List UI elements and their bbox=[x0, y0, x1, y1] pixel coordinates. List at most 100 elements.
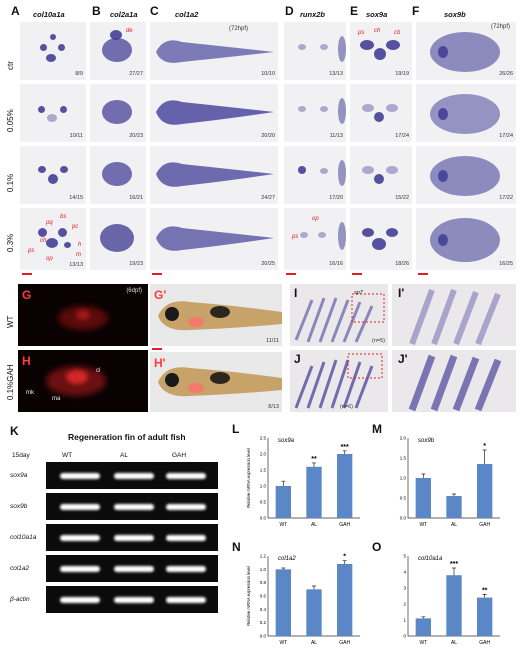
panel-letter-i-prime: I' bbox=[398, 286, 405, 300]
image-a-03: bs pq pc ch ps op m h 13/13 bbox=[20, 208, 86, 270]
gene-label-c: col1a2 bbox=[175, 10, 199, 19]
error-bar bbox=[482, 594, 487, 598]
gel-strip bbox=[46, 586, 218, 613]
image-e-005: 17/24 bbox=[350, 84, 412, 142]
image-e-ctr: ps ch cb 19/19 bbox=[350, 22, 412, 80]
y-tick-label: 2.5 bbox=[260, 436, 267, 441]
error-bar bbox=[312, 462, 316, 467]
chart-axes bbox=[407, 438, 500, 519]
cart-label-bs: bs bbox=[60, 214, 67, 220]
x-tick-label: WT bbox=[279, 640, 287, 646]
row-label-005: 0.05% bbox=[6, 109, 15, 132]
image-a-01: 14/15 bbox=[20, 146, 86, 204]
image-h-prime: H' 8/13 bbox=[150, 352, 282, 412]
annot-e-ch: ch bbox=[374, 28, 381, 34]
count-d-ctr: 13/13 bbox=[329, 71, 343, 77]
gel-band bbox=[114, 503, 154, 510]
gel-band bbox=[60, 565, 100, 572]
image-b-005: 20/23 bbox=[90, 84, 146, 142]
image-f-01: 17/22 bbox=[416, 146, 516, 204]
label-cl: cl bbox=[96, 368, 101, 374]
significance-marker: * bbox=[343, 554, 346, 561]
panel-letter-e: E bbox=[350, 4, 359, 18]
image-j-prime: J' bbox=[392, 350, 516, 412]
count-e-01: 15/22 bbox=[395, 195, 409, 201]
annot-de: de bbox=[126, 28, 133, 34]
x-tick-label: GAH bbox=[339, 640, 350, 646]
gel-gene-label: col10a1a bbox=[10, 534, 37, 541]
chart-axes bbox=[267, 556, 360, 637]
annot-e-cb: cb bbox=[394, 30, 401, 36]
scale-bar-a bbox=[22, 273, 32, 275]
count-d-03: 16/16 bbox=[329, 261, 343, 267]
significance-marker: *** bbox=[450, 561, 458, 568]
gel-gene-label: col1a2 bbox=[10, 565, 30, 572]
count-d-005: 11/13 bbox=[329, 133, 343, 139]
chart-axes bbox=[407, 556, 500, 637]
y-tick-label: 2.0 bbox=[260, 452, 267, 457]
panel-letter-h: H bbox=[22, 354, 31, 368]
panel-letter-j: J bbox=[294, 352, 301, 366]
count-a-03: 13/13 bbox=[69, 262, 83, 268]
x-tick-label: AL bbox=[451, 640, 457, 646]
count-f-005: 17/24 bbox=[499, 133, 513, 139]
stage-f: (72hpf) bbox=[490, 24, 510, 30]
count-c-01: 24/27 bbox=[261, 195, 275, 201]
y-tick-label: 1.0 bbox=[260, 567, 267, 572]
gel-strip bbox=[46, 462, 218, 489]
y-tick-label: 0.4 bbox=[260, 607, 267, 612]
y-tick-label: 0.0 bbox=[400, 516, 407, 521]
row-label-wt: WT bbox=[6, 315, 15, 328]
image-c-03: 20/25 bbox=[150, 208, 278, 270]
stage-g: (6dpf) bbox=[126, 288, 142, 294]
cart-label-d-ps: ps bbox=[292, 234, 299, 240]
cart-label-ch: ch bbox=[40, 238, 47, 244]
error-bar bbox=[312, 585, 316, 590]
image-f-005: 17/24 bbox=[416, 84, 516, 142]
error-bar bbox=[342, 450, 347, 454]
x-tick-label: GAH bbox=[479, 640, 490, 646]
x-tick-label: WT bbox=[279, 522, 287, 528]
gel-band bbox=[60, 596, 100, 603]
x-tick-label: AL bbox=[451, 522, 457, 528]
panel-letter-c: C bbox=[150, 4, 159, 18]
count-b-03: 19/23 bbox=[129, 261, 143, 267]
y-axis-label: Relative mRNA expression level bbox=[246, 566, 251, 626]
scale-bar-f bbox=[418, 273, 428, 275]
n-i: (n=5) bbox=[372, 338, 385, 344]
y-tick-label: 0.8 bbox=[260, 580, 267, 585]
panel-letter-b: B bbox=[92, 4, 101, 18]
count-b-01: 16/21 bbox=[129, 195, 143, 201]
y-axis-label: Relative mRNA expression level bbox=[246, 448, 251, 508]
label-mk: mk bbox=[26, 390, 34, 396]
image-i: I sp7 (n=5) bbox=[290, 284, 388, 346]
image-h: H cl mk ma bbox=[18, 350, 148, 412]
gene-label-e: sox9a bbox=[366, 10, 388, 19]
image-j: J (n=6) bbox=[290, 350, 388, 412]
gel-day: 15day bbox=[12, 452, 30, 459]
chart-title: sox9a bbox=[278, 438, 295, 444]
y-tick-label: 1.5 bbox=[400, 456, 407, 461]
image-a-005: 10/11 bbox=[20, 84, 86, 142]
image-g: G (6dpf) bbox=[18, 284, 148, 346]
bar bbox=[446, 496, 462, 518]
count-c-03: 20/25 bbox=[261, 261, 275, 267]
gel-lane-wt: WT bbox=[62, 452, 73, 459]
bar bbox=[275, 569, 291, 636]
error-bar bbox=[452, 567, 456, 576]
image-d-01: 17/20 bbox=[284, 146, 346, 204]
bar bbox=[275, 486, 291, 518]
x-tick-label: WT bbox=[419, 522, 427, 528]
gene-label-d: runx2b bbox=[300, 10, 326, 19]
row-label-gah: 0.1%GAH bbox=[6, 364, 15, 400]
y-tick-label: 1.2 bbox=[260, 554, 267, 559]
y-tick-label: 5 bbox=[403, 554, 406, 559]
gel-band bbox=[60, 472, 100, 479]
gel-strip bbox=[46, 493, 218, 520]
panel-letter-o: O bbox=[372, 540, 382, 554]
count-b-005: 20/23 bbox=[129, 133, 143, 139]
row-label-01: 0.1% bbox=[6, 173, 15, 192]
